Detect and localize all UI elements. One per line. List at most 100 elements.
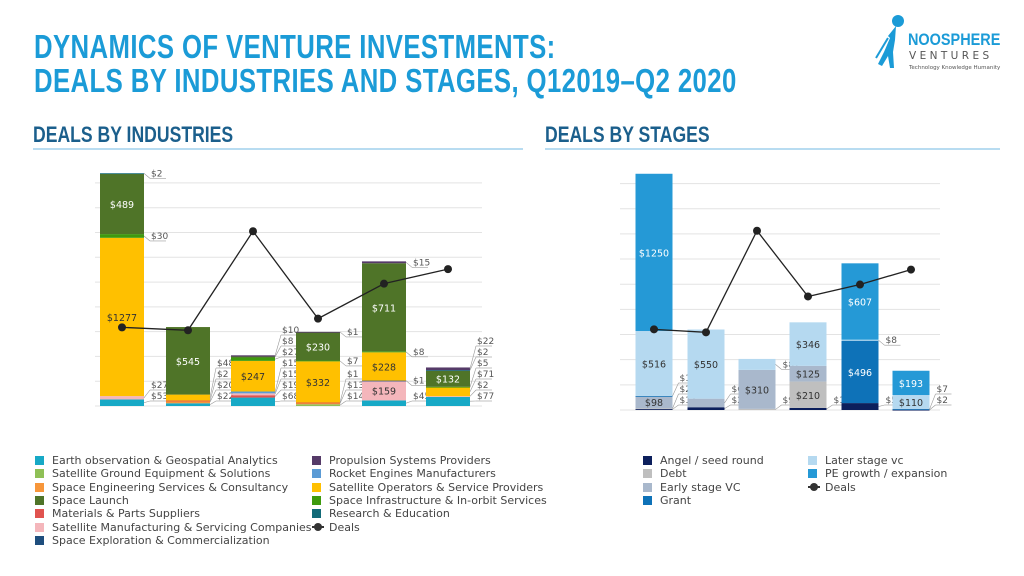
legend-swatch [312, 469, 321, 479]
data-label: $2 [680, 385, 691, 395]
label-leader [405, 380, 413, 386]
data-label: $9 [783, 396, 795, 406]
deals-point [249, 227, 257, 236]
legend-swatch [643, 482, 652, 492]
bar-segment [635, 408, 673, 410]
section-title-stages: DEALS BY STAGES [545, 122, 710, 147]
legend-label: Propulsion Systems Providers [329, 454, 491, 468]
bar-segment [426, 367, 470, 371]
legend-label: Later stage vc [825, 454, 904, 468]
label-leader [672, 382, 679, 397]
data-label: $2 [217, 370, 228, 380]
data-label: $77 [477, 392, 494, 402]
label-leader [826, 404, 833, 410]
label-leader [929, 404, 936, 411]
bar-segment [362, 380, 406, 382]
bar-segment [296, 331, 340, 333]
bar-segment [841, 263, 879, 340]
bar-segment [100, 173, 144, 235]
deals-line-icon [808, 483, 820, 492]
deals-point [804, 292, 812, 301]
deals-line [653, 229, 912, 333]
bar-segment [635, 396, 673, 409]
data-label: $230 [306, 342, 330, 353]
data-label: $15 [413, 258, 430, 268]
deals-line [121, 230, 449, 331]
legend-item: Materials & Parts Suppliers [35, 507, 312, 520]
label-leader [405, 351, 413, 358]
legend-swatch [312, 456, 321, 466]
data-label: $15 [282, 359, 299, 369]
label-leader [339, 400, 347, 406]
label-leader [878, 339, 885, 346]
legend-item: PE growth / expansion [808, 467, 973, 480]
data-label: $545 [176, 357, 200, 368]
legend-label: Grant [660, 494, 692, 508]
legend-swatch [35, 482, 44, 492]
bar-segment [738, 369, 776, 409]
data-label: $1277 [107, 313, 137, 324]
legend-item: Satellite Operators & Service Providers [312, 481, 592, 494]
bar-segment [362, 261, 406, 264]
legend-label: Research & Education [329, 507, 450, 521]
title-line-1: DYNAMICS OF VENTURE INVESTMENTS: [34, 28, 556, 65]
legend-swatch [35, 509, 44, 519]
legend-swatch [643, 496, 652, 506]
legend-label: Materials & Parts Suppliers [52, 507, 200, 521]
label-leader [339, 378, 347, 403]
legend-item: Satellite Ground Equipment & Solutions [35, 467, 312, 480]
bar-segment [789, 407, 827, 410]
data-label: $22 [477, 337, 494, 347]
label-leader [469, 356, 477, 371]
bar-segment [841, 403, 879, 410]
bar-segment [362, 351, 406, 353]
label-leader [724, 393, 731, 404]
legend-label: Rocket Engines Manufacturers [329, 467, 496, 481]
legend-swatch [35, 496, 44, 506]
data-label: $1 [680, 374, 691, 384]
label-leader [672, 404, 679, 410]
bar-segment [231, 397, 275, 406]
bar-segment [231, 356, 275, 358]
legend-label: Space Engineering Services & Consultancy [52, 480, 289, 494]
data-label: $2 [477, 348, 488, 358]
data-label: $550 [694, 360, 718, 371]
bar-segment [362, 352, 406, 381]
data-label: $27 [282, 348, 299, 358]
bar-segment [231, 357, 275, 361]
legend-label: Early stage VC [660, 480, 741, 494]
bar-segment [231, 355, 275, 357]
legend-swatch [35, 535, 44, 545]
bar-segment [892, 408, 930, 410]
bar-segment [789, 365, 827, 382]
data-label: $310 [745, 385, 769, 396]
deals-point [650, 325, 658, 334]
legend-item: Propulsion Systems Providers [312, 454, 592, 467]
data-label: $1 [347, 328, 358, 338]
data-label: $2 [937, 396, 948, 406]
bar-segment [362, 263, 406, 352]
logo-tagline: Technology Knowledge Humanity [909, 65, 1001, 71]
industries-chart: $53$27$1277$30$489$2$22$20$2$48$545$68$1… [95, 169, 494, 407]
legend-item: Deals [312, 520, 592, 534]
data-label: $8 [282, 337, 294, 347]
legend-item: Earth observation & Geospatial Analytics [35, 454, 312, 467]
bar-segment [296, 404, 340, 406]
deals-point [118, 323, 126, 332]
label-leader [209, 400, 217, 405]
data-label: $346 [796, 340, 820, 351]
legend-label: Satellite Operators & Service Providers [329, 480, 544, 494]
legend-swatch [312, 482, 321, 492]
label-leader [775, 364, 782, 370]
bar-segment [738, 358, 776, 370]
data-label: $711 [372, 303, 396, 314]
bar-segment [166, 394, 210, 401]
bar-segment [789, 381, 827, 408]
deals-point [907, 265, 915, 274]
legend-label: Satellite Ground Equipment & Solutions [52, 467, 271, 481]
bar-segment [296, 402, 340, 405]
label-leader [775, 404, 782, 410]
legend-swatch [808, 456, 817, 466]
logo-sub: VENTURES [909, 50, 993, 62]
data-label: $1 [413, 377, 424, 387]
